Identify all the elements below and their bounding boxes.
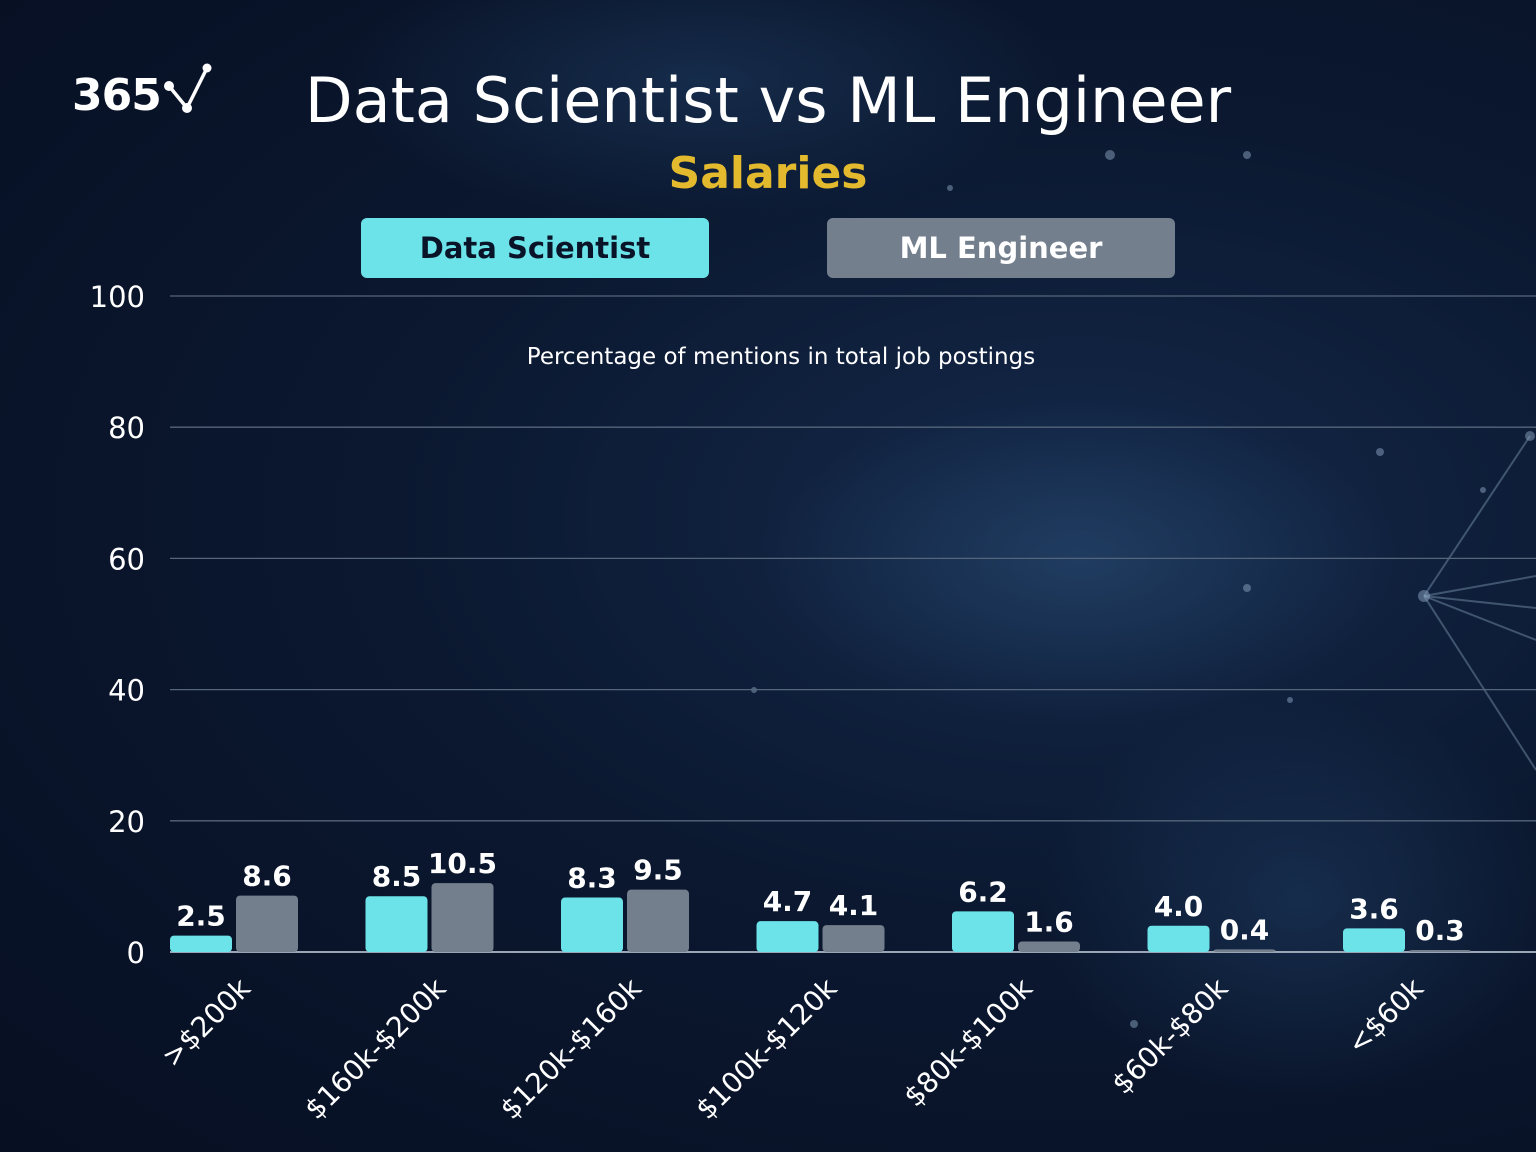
bar-data-scientist — [952, 911, 1014, 952]
bar-data-scientist — [365, 896, 428, 952]
legend-ml-engineer: ML Engineer — [827, 218, 1175, 278]
bar-ml-engineer — [431, 883, 494, 952]
bar-ml-engineer — [236, 895, 298, 952]
bar-ml-engineer — [1018, 941, 1080, 952]
x-tick-label: >$200k — [155, 971, 257, 1073]
bar-data-scientist — [561, 897, 623, 952]
data-label: 9.5 — [633, 854, 683, 887]
logo-text: 365 — [72, 70, 162, 121]
bar-ml-engineer — [1409, 950, 1471, 952]
y-tick-label: 100 — [90, 280, 145, 314]
bar-data-scientist — [1343, 928, 1405, 952]
x-tick-label: $160k-$200k — [298, 971, 453, 1126]
data-label: 4.7 — [763, 885, 813, 918]
y-tick-label: 20 — [108, 805, 145, 839]
y-tick-label: 60 — [108, 542, 145, 576]
bar-ml-engineer — [1213, 949, 1276, 952]
data-label: 1.6 — [1024, 906, 1074, 939]
bar-ml-engineer — [822, 925, 885, 952]
data-label: 4.0 — [1154, 890, 1204, 923]
data-label: 6.2 — [958, 875, 1008, 908]
data-label: 8.3 — [567, 862, 617, 895]
bar-data-scientist — [756, 921, 819, 952]
checkmark-network-icon — [163, 63, 212, 113]
x-tick-label: $100k-$120k — [689, 971, 844, 1126]
y-tick-label: 0 — [127, 936, 145, 970]
legend-data-scientist: Data Scientist — [361, 218, 709, 278]
data-label: 10.5 — [428, 847, 497, 880]
x-tick-label: <$60k — [1341, 971, 1431, 1061]
y-tick-label: 40 — [108, 674, 145, 708]
data-label: 3.6 — [1349, 892, 1399, 925]
x-tick-label: $60k-$80k — [1105, 971, 1235, 1101]
data-label: 4.1 — [829, 889, 879, 922]
page-title: Data Scientist vs ML Engineer — [0, 70, 1536, 132]
data-label: 0.3 — [1415, 914, 1465, 947]
brand-logo: 365 — [72, 62, 213, 118]
bar-data-scientist — [170, 935, 232, 952]
data-label: 8.5 — [372, 860, 422, 893]
bar-ml-engineer — [627, 889, 689, 952]
x-tick-label: $120k-$160k — [494, 971, 649, 1126]
data-label: 0.4 — [1220, 913, 1270, 946]
data-label: 2.5 — [176, 900, 226, 933]
page-title-text: Data Scientist vs ML Engineer — [304, 64, 1232, 137]
data-label: 8.6 — [242, 860, 292, 893]
x-tick-label: $80k-$100k — [897, 971, 1039, 1113]
chart-annotation: Percentage of mentions in total job post… — [527, 344, 1035, 370]
bar-data-scientist — [1147, 925, 1210, 952]
page-subtitle: Salaries — [668, 148, 868, 199]
y-tick-label: 80 — [108, 411, 145, 445]
